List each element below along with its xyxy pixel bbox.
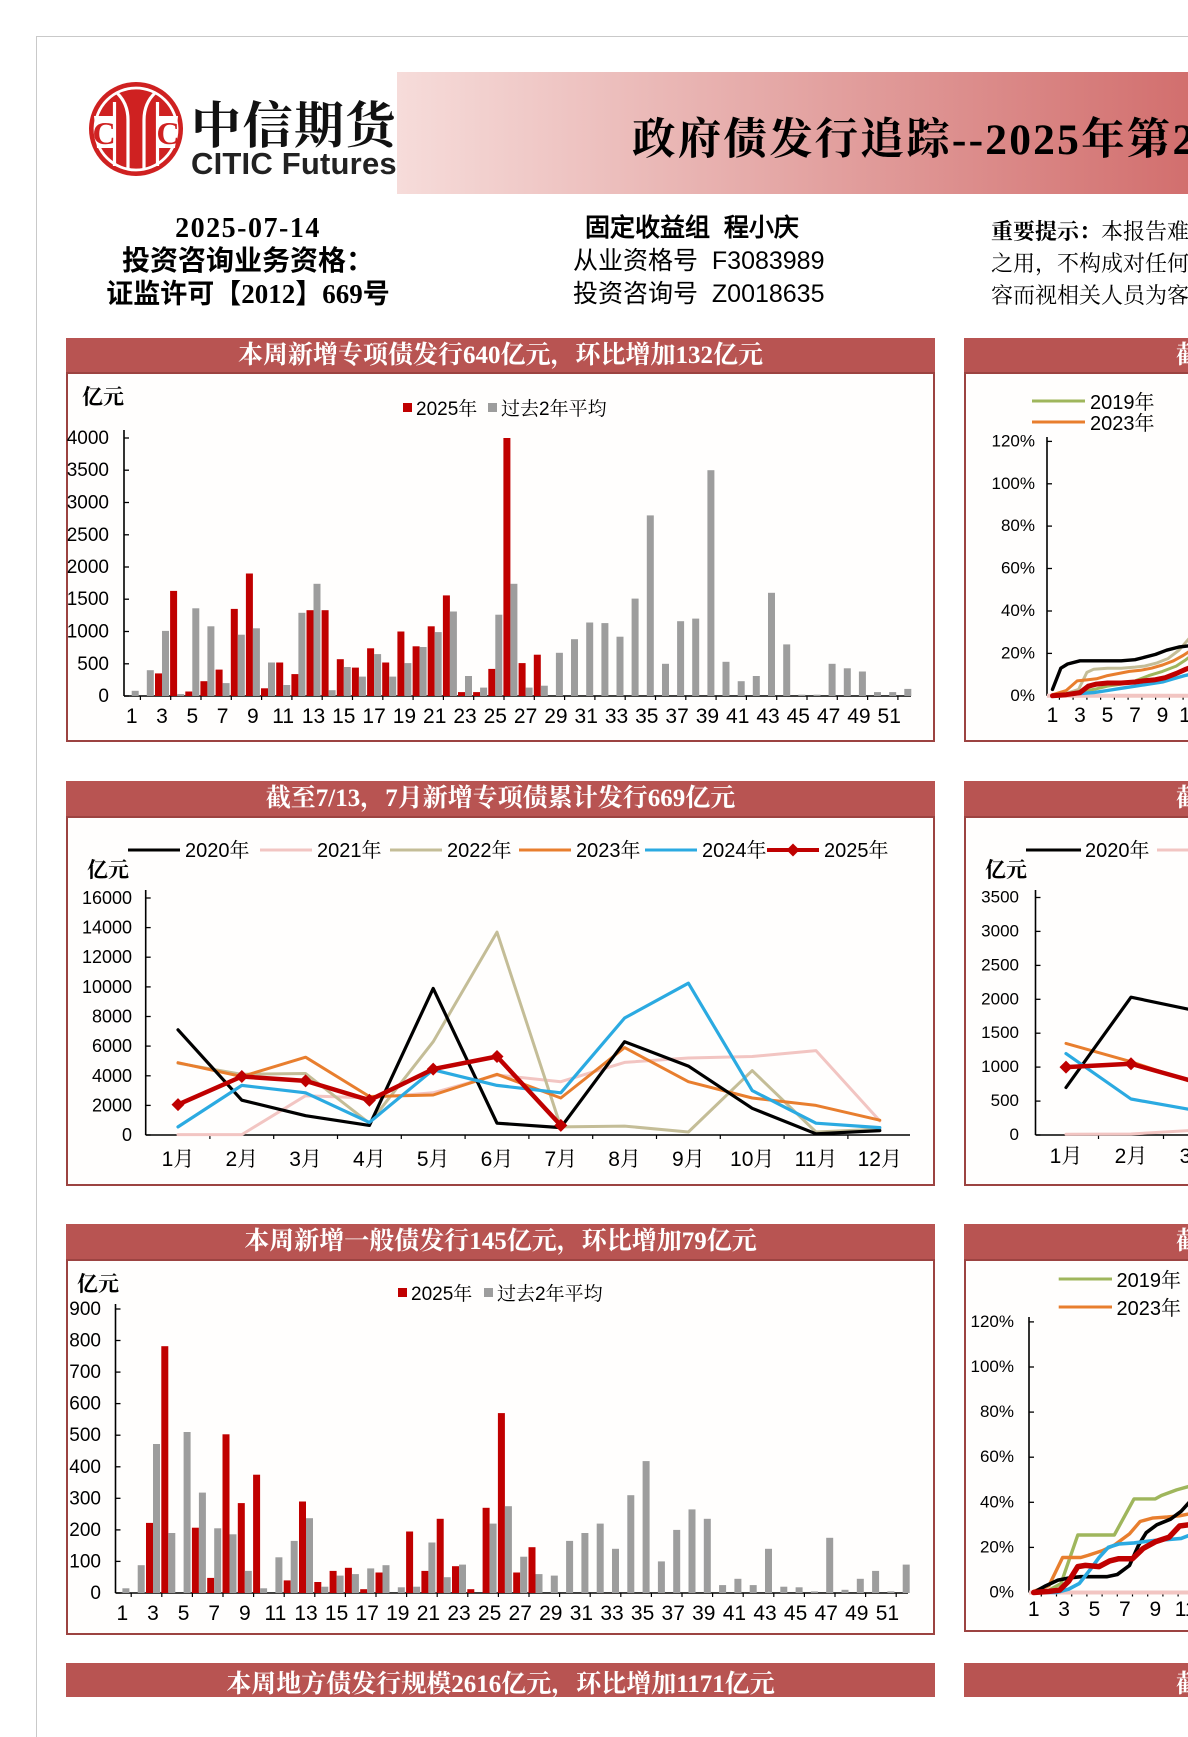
svg-text:C: C [156,115,179,151]
svg-text:C: C [92,115,115,151]
